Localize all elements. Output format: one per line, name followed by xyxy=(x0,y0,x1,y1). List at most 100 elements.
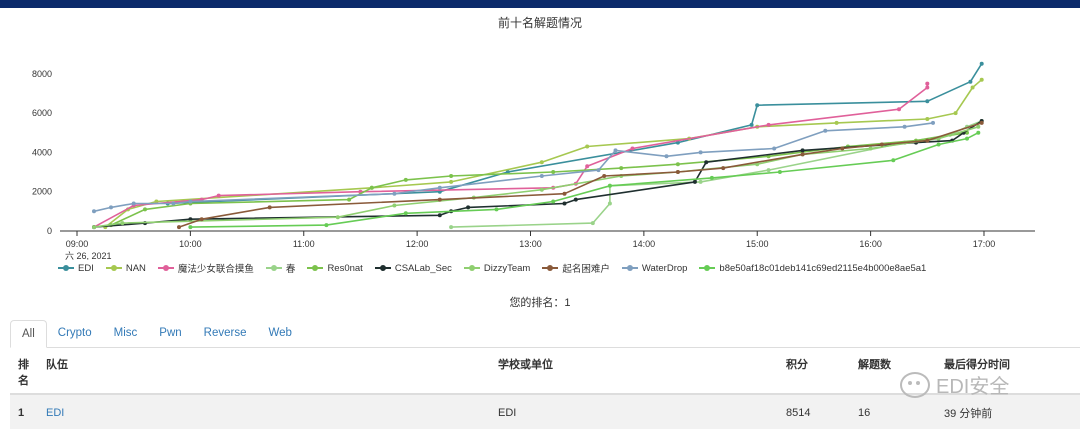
legend-item[interactable]: Res0nat xyxy=(307,261,363,275)
chart-legend: EDI NAN 魔法少女联合摸鱼 春 Res0nat CSALab_Sec DizzyTea… xyxy=(58,261,926,275)
header-rank: 排名 xyxy=(10,352,38,395)
legend-item[interactable]: 春 xyxy=(265,261,296,275)
legend-label: NAN xyxy=(125,262,146,274)
x-tick-label: 17:00 xyxy=(973,239,996,249)
row-solved: 16 xyxy=(850,394,936,429)
series-point xyxy=(664,154,669,159)
series-point xyxy=(675,170,680,174)
series-point xyxy=(188,225,193,230)
series-point xyxy=(777,170,782,174)
series-point xyxy=(925,117,930,121)
series-line xyxy=(110,131,968,226)
series-line xyxy=(451,120,982,228)
series-point xyxy=(602,174,607,178)
series-point xyxy=(539,160,544,165)
legend-swatch xyxy=(307,265,324,271)
tab-misc[interactable]: Misc xyxy=(113,327,138,339)
series-point xyxy=(766,122,771,127)
x-tick-label: 12:00 xyxy=(406,239,429,249)
series-point xyxy=(979,61,984,66)
x-tick-label: 09:00 xyxy=(66,239,89,249)
header-score: 积分 xyxy=(778,352,850,395)
row-school: EDI xyxy=(490,394,778,429)
wechat-watermark: EDI安全 xyxy=(900,370,1009,399)
y-tick-label: 0 xyxy=(47,226,52,236)
your-rank-text: 您的排名：1 xyxy=(509,297,571,309)
legend-label: 魔法少女联合摸鱼 xyxy=(177,264,254,275)
series-point xyxy=(403,177,408,182)
series-point xyxy=(449,179,454,184)
x-tick-label: 11:00 xyxy=(293,239,315,249)
series-point xyxy=(171,201,176,206)
legend-item[interactable]: DizzyTeam xyxy=(463,261,531,275)
series-point xyxy=(953,111,958,116)
series-point xyxy=(619,166,624,171)
legend-label: 春 xyxy=(285,264,296,275)
series-point xyxy=(840,146,845,151)
x-tick-label: 14:00 xyxy=(633,239,656,249)
series-line xyxy=(178,122,982,228)
legend-item[interactable]: CSALab_Sec xyxy=(374,261,452,275)
x-tick-label: 15:00 xyxy=(746,239,769,249)
legend-item[interactable]: 魔法少女联合摸鱼 xyxy=(157,261,254,275)
series-point xyxy=(698,150,703,155)
row-last-time: 39 分钟前 xyxy=(936,394,1080,429)
series-point xyxy=(347,197,352,202)
legend-item[interactable]: EDI xyxy=(58,261,94,275)
series-point xyxy=(879,142,884,147)
tab-crypto[interactable]: Crypto xyxy=(57,327,92,339)
legend-item[interactable]: NAN xyxy=(105,261,146,275)
series-point xyxy=(630,146,635,151)
series-point xyxy=(188,217,193,222)
x-tick-date-label: 六 26, 2021 xyxy=(65,250,112,260)
series-point xyxy=(709,175,714,180)
row-team: EDI xyxy=(38,394,490,429)
series-line xyxy=(93,120,983,228)
series-point xyxy=(437,197,442,202)
series-point xyxy=(267,205,272,210)
series-point xyxy=(131,201,136,206)
series-point xyxy=(965,136,969,141)
series-point xyxy=(925,99,930,104)
tab-all[interactable]: All xyxy=(10,320,47,348)
series-point xyxy=(902,124,907,129)
legend-label: EDI xyxy=(78,262,94,274)
series-point xyxy=(494,207,499,212)
series-line xyxy=(190,131,979,228)
series-point xyxy=(188,199,193,204)
tab-reverse[interactable]: Reverse xyxy=(203,327,247,339)
series-point xyxy=(392,203,397,208)
series-point xyxy=(721,166,726,171)
y-tick-label: 2000 xyxy=(32,187,52,197)
legend-item[interactable]: 起名困难户 xyxy=(542,261,610,275)
legend-label: CSALab_Sec xyxy=(394,262,452,274)
legend-item[interactable]: WaterDrop xyxy=(621,261,687,275)
legend-swatch xyxy=(105,265,122,271)
series-point xyxy=(437,213,442,218)
legend-swatch xyxy=(542,265,559,271)
series-point xyxy=(369,185,374,190)
header-team: 队伍 xyxy=(38,352,490,395)
legend-label: Res0nat xyxy=(327,262,363,274)
series-point xyxy=(216,193,221,198)
team-link[interactable]: EDI xyxy=(46,407,65,419)
series-point xyxy=(120,221,125,226)
series-point xyxy=(897,107,901,112)
legend-swatch xyxy=(699,265,716,271)
chart-title: 前十名解题情况 xyxy=(497,16,582,30)
series-point xyxy=(154,199,159,204)
legend-item[interactable]: b8e50af18c01deb141c69ed2115e4b000e8ae5a1 xyxy=(699,261,926,275)
series-point xyxy=(698,179,703,184)
series-point xyxy=(562,191,567,196)
series-point xyxy=(551,199,556,204)
series-point xyxy=(92,225,96,230)
y-tick-label: 8000 xyxy=(32,69,52,79)
legend-label: DizzyTeam xyxy=(483,262,531,274)
tab-pwn[interactable]: Pwn xyxy=(159,327,182,339)
series-point xyxy=(585,164,590,169)
series-point xyxy=(177,225,181,230)
tab-web[interactable]: Web xyxy=(268,327,292,339)
series-point xyxy=(675,162,680,167)
series-point xyxy=(403,211,408,216)
series-point xyxy=(551,170,556,174)
